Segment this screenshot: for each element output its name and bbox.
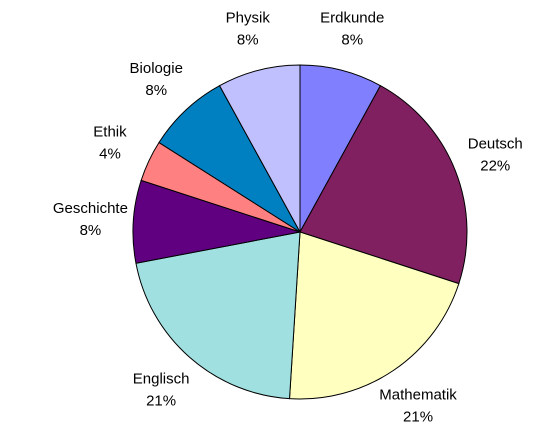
slice-value-label: 21% bbox=[403, 409, 433, 422]
pie-slice bbox=[218, 64, 301, 233]
slice-label: Englisch bbox=[133, 370, 190, 387]
slice-value-label: 22% bbox=[480, 158, 510, 175]
slice-label: Ethik bbox=[93, 124, 127, 141]
pie-slice bbox=[135, 231, 301, 400]
slice-value-label: 8% bbox=[80, 222, 102, 239]
slice-value-label: 8% bbox=[237, 32, 259, 49]
slice-value-label: 8% bbox=[145, 82, 167, 99]
slice-label: Erdkunde bbox=[320, 10, 384, 27]
slice-label: Biologie bbox=[130, 60, 183, 77]
pie-slice bbox=[299, 84, 468, 285]
slice-value-label: 8% bbox=[341, 32, 363, 49]
slice-label: Geschichte bbox=[53, 200, 128, 217]
pie-slice bbox=[288, 231, 460, 400]
slice-label: Physik bbox=[226, 10, 271, 27]
slice-label: Mathematik bbox=[379, 387, 457, 404]
slice-value-label: 21% bbox=[146, 392, 176, 409]
slice-value-label: 4% bbox=[99, 146, 121, 163]
slice-label: Deutsch bbox=[468, 136, 523, 153]
